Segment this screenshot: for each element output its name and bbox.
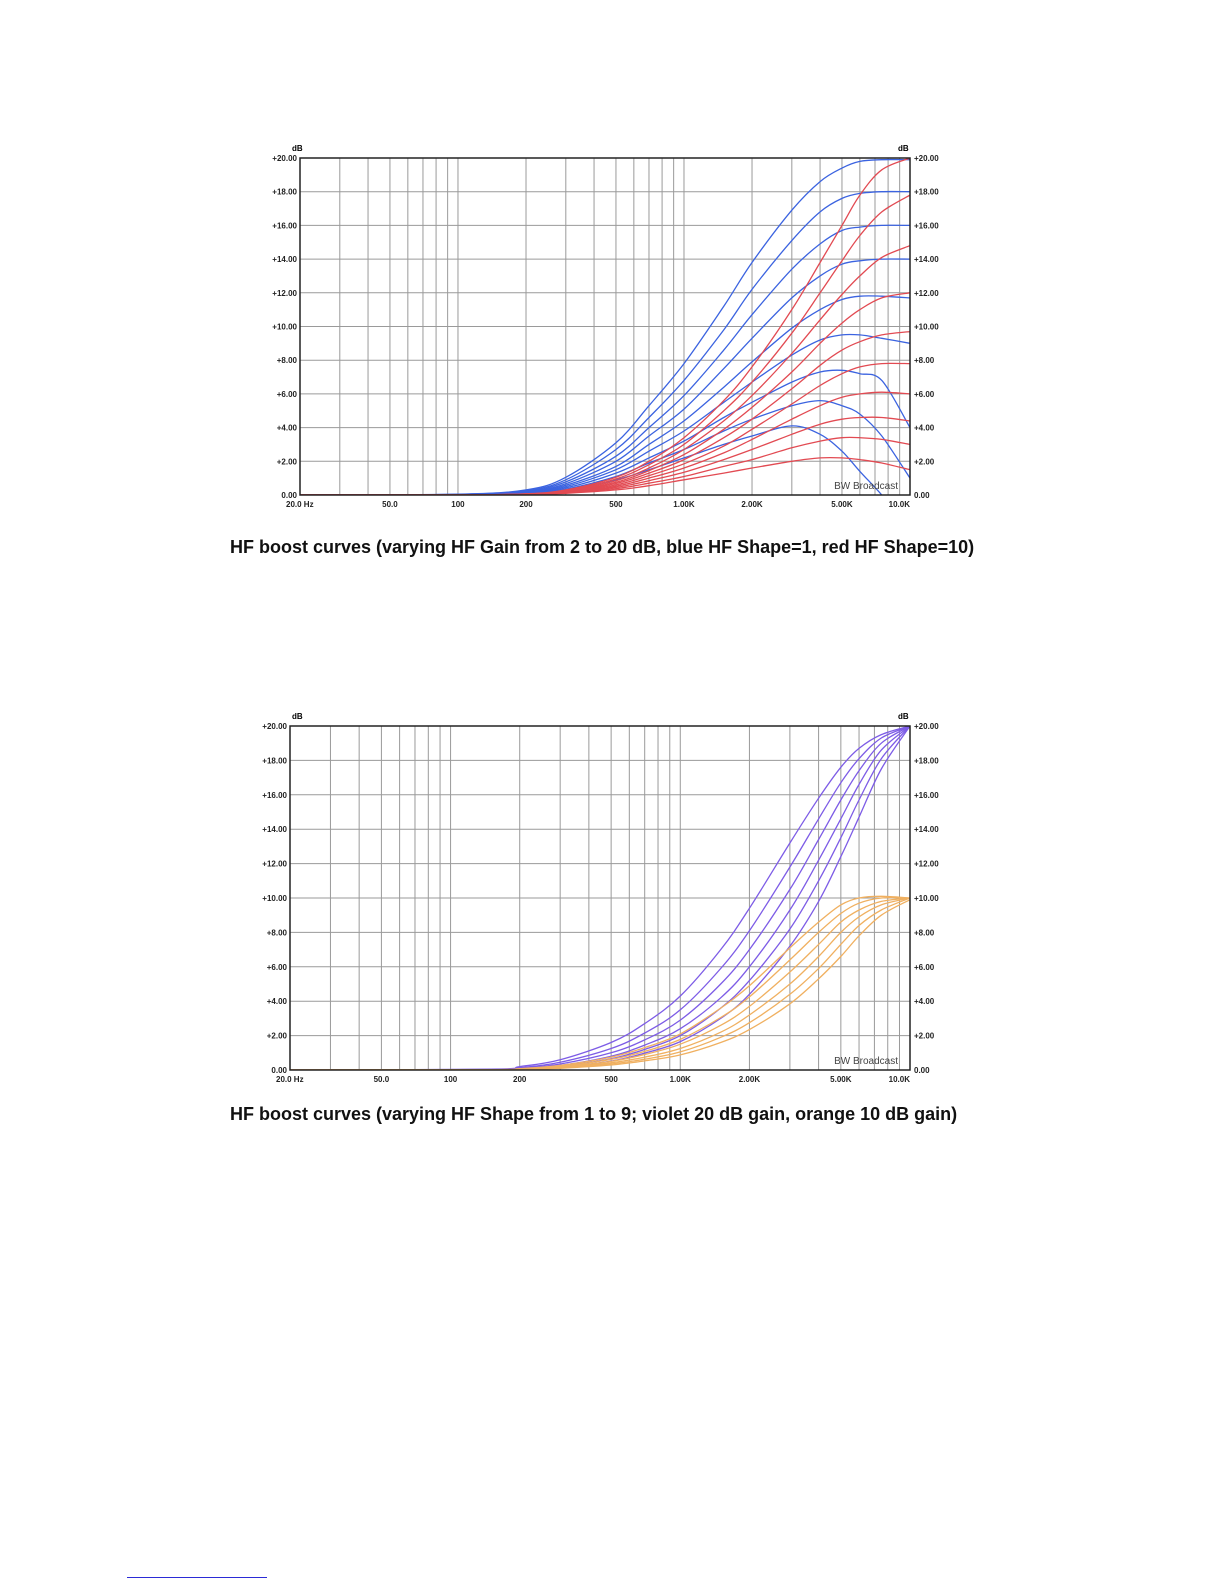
- y-tick-label-right: +14.00: [914, 255, 939, 264]
- x-tick-label: 100: [451, 500, 465, 509]
- figure-caption: HF boost curves (varying HF Shape from 1…: [230, 1104, 958, 1124]
- figure-caption: HF boost curves (varying HF Gain from 2 …: [230, 537, 975, 557]
- y-tick-label-left: +2.00: [277, 457, 298, 466]
- plot-frame: [289, 725, 911, 1071]
- y-tick-label-left: +6.00: [267, 963, 288, 972]
- y-tick-label-right: +10.00: [914, 894, 939, 903]
- series-line: [300, 158, 910, 495]
- hf-shape-boost-chart: dB dB 0.00 0.00 +2.00 +2.00 +4.00 +4.00 +6.00 +…: [262, 712, 939, 1084]
- y-tick-label-right: +6.00: [914, 963, 935, 972]
- x-tick-label: 10.0K: [889, 500, 911, 509]
- y-tick-label-left: +18.00: [262, 756, 287, 765]
- hf-gain-boost-chart: dB dB 0.00 0.00 +2.00 +2.00 +4.00 +4.00 +6.00 +…: [272, 144, 939, 509]
- y-tick-label-right: +12.00: [914, 860, 939, 869]
- footnote-separator: [127, 1577, 267, 1578]
- x-tick-label: 1.00K: [673, 500, 695, 509]
- series-line: [300, 295, 910, 495]
- y-tick-label-right: +8.00: [914, 356, 935, 365]
- x-tick-label: 100: [444, 1075, 458, 1084]
- y-tick-label-left: +14.00: [272, 255, 297, 264]
- y-tick-label-left: +10.00: [272, 323, 297, 332]
- series-line: [290, 895, 910, 1070]
- y-tick-label-left: +12.00: [272, 289, 297, 298]
- series-line: [290, 725, 910, 1070]
- y-tick-label-right: +16.00: [914, 791, 939, 800]
- y-tick-label-left: +2.00: [267, 1032, 288, 1041]
- x-tick-label: 200: [513, 1075, 527, 1084]
- y-tick-label-right: +8.00: [914, 928, 935, 937]
- y-tick-label-right: +16.00: [914, 221, 939, 230]
- y-tick-label-left: +4.00: [267, 997, 288, 1006]
- series-line: [300, 190, 910, 495]
- left-axis-unit-label: dB: [292, 144, 303, 153]
- x-tick-label: 200: [519, 500, 533, 509]
- x-tick-label: 5.00K: [830, 1075, 852, 1084]
- y-tick-label-right: 0.00: [914, 491, 930, 500]
- y-tick-label-left: 0.00: [281, 491, 297, 500]
- right-axis-unit-label: dB: [898, 144, 909, 153]
- x-tick-label: 5.00K: [831, 500, 853, 509]
- x-tick-label: 20.0 Hz: [286, 500, 314, 509]
- y-tick-label-left: +6.00: [277, 390, 298, 399]
- x-tick-label: 2.00K: [741, 500, 763, 509]
- y-tick-label-left: +16.00: [262, 791, 287, 800]
- y-tick-label-left: +8.00: [267, 928, 288, 937]
- y-tick-label-right: +10.00: [914, 323, 939, 332]
- chart-grid: [290, 725, 910, 1071]
- y-tick-label-right: +12.00: [914, 289, 939, 298]
- y-tick-label-right: +18.00: [914, 756, 939, 765]
- y-tick-label-right: +4.00: [914, 997, 935, 1006]
- y-tick-label-left: +16.00: [272, 221, 297, 230]
- y-tick-label-left: +20.00: [272, 154, 297, 163]
- series-line: [300, 330, 910, 495]
- y-tick-label-left: +12.00: [262, 860, 287, 869]
- series-line: [300, 157, 910, 495]
- left-axis-unit-label: dB: [292, 712, 303, 721]
- x-tick-label: 2.00K: [739, 1075, 761, 1084]
- x-tick-label: 1.00K: [670, 1075, 692, 1084]
- y-tick-label-right: +4.00: [914, 424, 935, 433]
- watermark-text: BW Broadcast: [834, 1056, 898, 1067]
- x-tick-label: 500: [604, 1075, 618, 1084]
- right-axis-unit-label: dB: [898, 712, 909, 721]
- y-tick-label-left: +14.00: [262, 825, 287, 834]
- y-tick-label-left: +20.00: [262, 722, 287, 731]
- x-tick-label: 20.0 Hz: [276, 1075, 304, 1084]
- x-tick-label: 500: [609, 500, 623, 509]
- y-tick-label-right: +6.00: [914, 390, 935, 399]
- y-tick-label-left: +18.00: [272, 188, 297, 197]
- tick-labels: 0.00 0.00 +2.00 +2.00 +4.00 +4.00 +6.00 +6.00 +8…: [262, 722, 939, 1084]
- tick-labels: 0.00 0.00 +2.00 +2.00 +4.00 +4.00 +6.00 +6.00 +8…: [272, 154, 939, 509]
- plot-frame: [299, 157, 911, 496]
- series-line: [300, 369, 910, 495]
- y-tick-label-right: +20.00: [914, 722, 939, 731]
- y-tick-label-right: 0.00: [914, 1066, 930, 1075]
- x-tick-label: 10.0K: [889, 1075, 911, 1084]
- series-line: [290, 899, 910, 1070]
- y-tick-label-right: +18.00: [914, 188, 939, 197]
- y-tick-label-right: +2.00: [914, 1032, 935, 1041]
- watermark-text: BW Broadcast: [834, 481, 898, 492]
- x-tick-label: 50.0: [382, 500, 398, 509]
- y-tick-label-left: +4.00: [277, 424, 298, 433]
- chart-grid: [300, 157, 910, 496]
- y-tick-label-left: +8.00: [277, 356, 298, 365]
- y-tick-label-right: +2.00: [914, 457, 935, 466]
- chart-series-group: [300, 157, 910, 495]
- y-tick-label-left: +10.00: [262, 894, 287, 903]
- series-line: [300, 362, 910, 495]
- y-tick-label-left: 0.00: [271, 1066, 287, 1075]
- y-tick-label-right: +14.00: [914, 825, 939, 834]
- x-tick-label: 50.0: [374, 1075, 390, 1084]
- y-tick-label-right: +20.00: [914, 154, 939, 163]
